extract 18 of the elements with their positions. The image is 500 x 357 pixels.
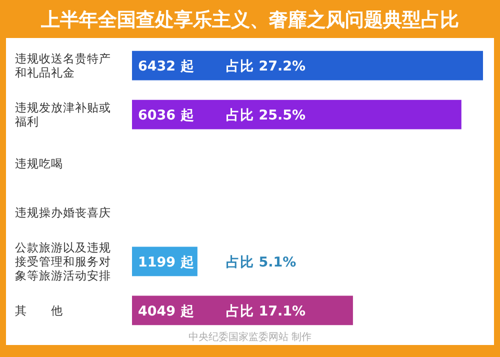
annotation: 占比 5.1% [226,254,297,270]
annotation: 占比 25.5% [226,108,306,124]
annotation: 中央纪委国家监委网站 制作 [188,331,312,343]
annotation: 占比 27.2% [226,58,306,75]
chart-title: 上半年全国查处享乐主义、奢靡之风问题典型占比 [40,9,459,31]
y-tick-label: 违规收送名贵特产和礼品礼金 [15,52,111,80]
y-tick-label: 违规操办婚丧喜庆 [15,205,111,220]
data-label: 6036 起 [138,108,194,124]
annotation: 占比 17.1% [226,303,306,320]
data-label: 6432 起 [138,58,194,75]
y-tick-label: 违规吃喝 [15,156,63,171]
bar [132,50,483,80]
y-tick-label: 公款旅游以及违规接受管理和服务对象等旅游活动安排 [15,240,111,282]
y-tick-label: 违规发放津补贴或福利 [15,100,111,129]
data-label: 1199 起 [138,254,194,270]
bar [132,100,462,130]
data-label: 4049 起 [138,303,194,320]
y-tick-label: 其 他 [15,303,63,318]
